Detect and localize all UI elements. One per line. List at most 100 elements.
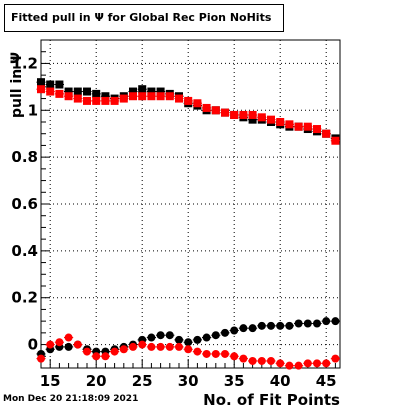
data-point [37,354,45,363]
data-point [147,87,156,96]
y-tick-label: 1 [28,101,38,119]
data-point [165,92,174,101]
data-point [83,96,91,105]
x-axis-label: No. of Fit Points [203,391,340,409]
data-point [147,92,156,101]
data-point [110,96,119,105]
data-point [230,326,239,335]
data-point [221,108,229,117]
data-point [175,335,183,344]
y-tick-label: 0.4 [11,242,38,260]
data-point [129,87,137,96]
data-point [211,106,220,115]
data-points [36,78,340,370]
data-point [202,349,211,358]
data-point [147,342,156,351]
data-point [64,87,73,96]
data-point [267,356,275,365]
data-point [110,347,119,356]
data-point [267,115,275,124]
data-point [46,80,55,89]
data-point [303,122,312,131]
data-point [331,136,340,145]
data-point [248,356,257,365]
data-point [202,333,211,342]
data-point [73,340,82,349]
data-point [313,359,321,368]
data-point [156,342,165,351]
data-point [165,331,174,340]
data-point [257,321,266,330]
data-point [239,354,248,363]
data-point [211,331,220,340]
data-point [92,96,101,105]
data-point [37,85,45,94]
data-point [101,92,110,101]
data-point [184,345,193,354]
data-point [221,328,229,337]
footer-date: Mon Dec 20 21:18:09 2021 [3,394,139,404]
data-point [138,340,147,349]
data-point [276,118,285,126]
data-point [294,319,303,328]
data-point [55,89,64,98]
data-point [138,92,147,101]
series-1 [36,85,340,145]
data-point [294,361,303,370]
data-point [156,92,165,101]
data-point [193,99,202,108]
data-point [55,338,64,347]
data-point [248,324,257,333]
data-point [230,110,239,119]
data-point [331,354,340,363]
data-point [276,321,285,330]
data-point [313,125,321,134]
data-point [55,80,64,89]
data-point [156,87,165,96]
data-point [92,89,101,98]
data-point [248,115,257,124]
data-point [73,94,82,103]
data-point [230,352,239,361]
data-point [64,92,73,101]
data-point [129,342,137,351]
data-point [313,319,321,328]
series-3 [36,333,340,370]
data-point [156,331,165,340]
data-point [257,356,266,365]
data-point [46,87,55,96]
y-tick-label: 0 [28,336,38,354]
data-point [37,78,45,87]
data-point [285,361,294,370]
data-point [285,120,294,129]
data-point [101,96,110,105]
data-point [322,129,331,138]
y-tick-label: 0.8 [11,148,38,166]
data-point [276,359,285,368]
data-point [138,85,147,94]
y-axis-label: pull in Ψ [9,52,25,118]
x-tick-label: 25 [132,372,153,390]
data-point [285,321,294,330]
data-point [92,352,101,361]
x-tick-label: 35 [224,372,245,390]
data-point [257,113,266,122]
data-point [83,347,91,356]
data-point [184,96,193,105]
y-tick-label: 0.6 [11,195,38,213]
data-point [165,342,174,351]
chart-title: Fitted pull in Ψ for Global Rec Pion NoH… [4,4,284,32]
data-point [83,87,91,96]
data-point [267,321,275,330]
data-point [193,347,202,356]
x-tick-label: 15 [40,372,61,390]
data-point [331,317,340,326]
data-point [73,87,82,96]
data-point [193,335,202,344]
data-point [184,338,193,347]
data-point [64,342,73,351]
data-point [322,317,331,326]
grid [41,40,340,368]
data-point [101,352,110,361]
